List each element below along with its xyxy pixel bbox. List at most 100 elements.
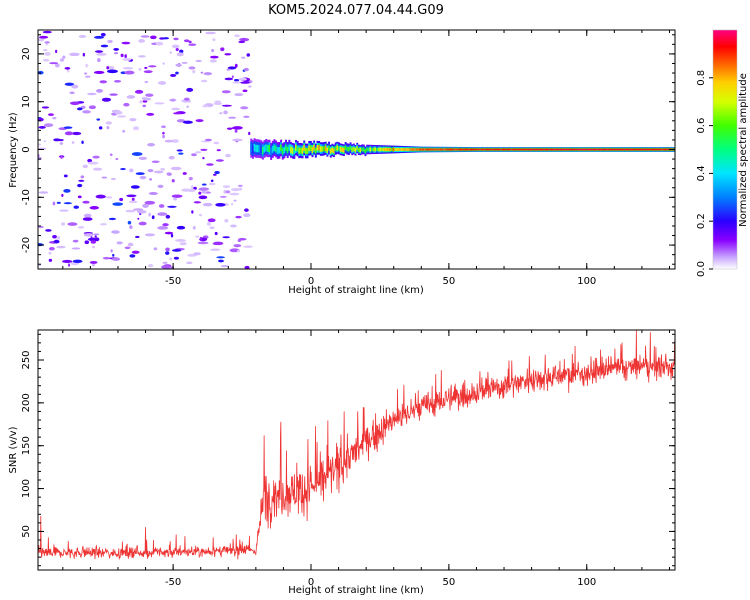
noise-speckle [234, 129, 238, 133]
noise-speckle [206, 221, 211, 226]
noise-speckle [111, 230, 120, 234]
signal-cell [283, 146, 286, 154]
noise-speckle [57, 235, 61, 240]
signal-cell [457, 148, 460, 151]
noise-speckle [72, 239, 79, 243]
spectrogram-ytick-label: 10 [21, 95, 32, 108]
signal-cell [366, 147, 369, 152]
noise-speckle [115, 157, 119, 161]
noise-speckle [56, 245, 66, 249]
noise-speckle [201, 183, 207, 186]
signal-cell [627, 148, 630, 151]
noise-speckle [192, 226, 196, 230]
signal-cell [632, 148, 635, 151]
signal-cell [432, 148, 435, 151]
signal-cell [467, 148, 470, 151]
snr-series-line [38, 330, 675, 560]
noise-speckle [139, 100, 143, 104]
signal-cell [531, 148, 534, 151]
noise-speckle [143, 70, 153, 74]
noise-speckle [44, 51, 51, 56]
noise-speckle [171, 194, 183, 198]
signal-cell [372, 147, 375, 152]
noise-speckle [229, 192, 240, 196]
signal-cell [541, 148, 544, 151]
noise-speckle [83, 233, 94, 237]
signal-cell [331, 147, 334, 153]
signal-cell [485, 148, 488, 151]
snr-ylabel: SNR (v/v) [8, 426, 19, 473]
noise-speckle [195, 151, 202, 154]
noise-speckle [60, 155, 63, 159]
noise-speckle [221, 90, 231, 94]
noise-speckle [207, 218, 216, 223]
signal-cell [301, 147, 304, 154]
snr-axes: -50 0 50 100 50 100 150 200 250 [21, 330, 675, 588]
signal-cell [397, 148, 400, 151]
noise-speckle [61, 193, 64, 197]
noise-speckle [42, 30, 52, 34]
noise-speckle [182, 172, 187, 175]
noise-speckle [144, 80, 149, 84]
signal-cell [367, 147, 370, 152]
noise-speckle [176, 225, 186, 230]
signal-cell [513, 148, 516, 151]
noise-speckle [214, 231, 218, 236]
noise-speckle [106, 125, 110, 130]
noise-speckle [179, 242, 187, 246]
signal-cell [551, 148, 554, 151]
signal-cell [313, 144, 316, 151]
signal-cell [515, 148, 517, 151]
noise-speckle [195, 59, 202, 63]
noise-speckle [231, 75, 234, 78]
signal-cell [521, 148, 524, 151]
noise-speckle [71, 247, 81, 250]
noise-speckle [101, 176, 108, 179]
noise-speckle [148, 192, 158, 195]
noise-speckle [224, 53, 232, 56]
signal-cell [604, 148, 607, 151]
noise-speckle [212, 241, 224, 246]
spectrogram-ytick-label: 0 [21, 146, 32, 152]
noise-speckle [168, 155, 175, 160]
noise-speckle [224, 190, 231, 194]
signal-cell [505, 148, 508, 151]
noise-speckle [175, 47, 179, 52]
signal-cell [437, 148, 440, 151]
noise-speckle [55, 49, 58, 54]
noise-speckle [193, 201, 202, 204]
noise-speckle [62, 55, 66, 59]
signal-cell [400, 148, 403, 151]
noise-speckle [48, 258, 53, 262]
signal-cell [625, 148, 628, 151]
noise-speckle [80, 175, 85, 179]
signal-cell [602, 148, 605, 151]
noise-speckle [216, 256, 225, 259]
signal-cell [477, 148, 479, 151]
signal-cell [429, 148, 431, 151]
signal-cell [356, 145, 359, 151]
signal-cell [472, 148, 474, 151]
noise-speckle [61, 259, 73, 264]
noise-speckle [111, 177, 116, 181]
noise-speckle [169, 98, 177, 102]
noise-speckle [43, 140, 46, 143]
noise-speckle [192, 69, 196, 74]
signal-cell [480, 148, 483, 151]
signal-cell [386, 147, 388, 152]
noise-speckle [123, 102, 130, 107]
signal-cell [314, 147, 317, 154]
figure-title: KOM5.2024.077.04.44.G09 [268, 3, 444, 18]
snr-xtick-label: 0 [308, 577, 314, 588]
noise-speckle [96, 89, 103, 93]
signal-cell [435, 148, 438, 151]
signal-cell [594, 148, 597, 151]
noise-speckle [232, 138, 243, 142]
noise-speckle [232, 126, 243, 130]
noise-speckle [219, 112, 223, 115]
signal-cell [571, 148, 574, 151]
noise-speckle [48, 247, 55, 251]
signal-cell [394, 147, 397, 152]
noise-speckle [161, 82, 166, 85]
signal-cell [615, 148, 618, 151]
